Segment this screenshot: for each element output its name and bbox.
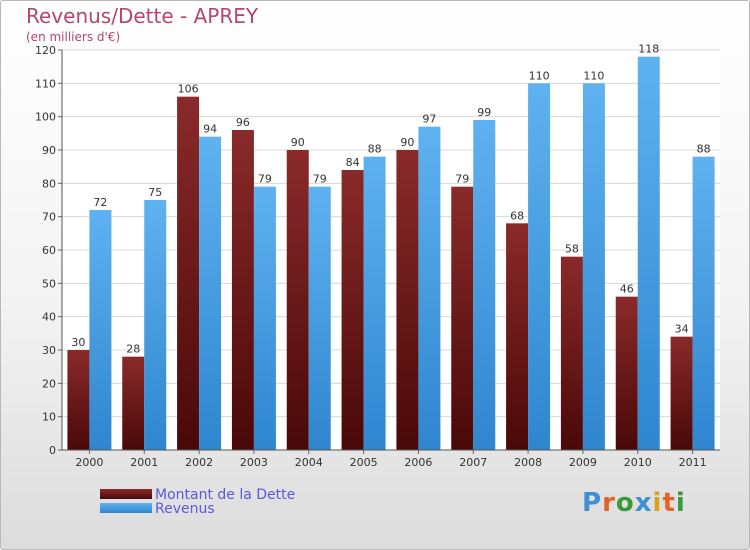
y-tick-label: 100 — [35, 111, 56, 124]
legend-swatch-revenue — [100, 503, 152, 513]
legend-label-debt: Montant de la Dette — [155, 487, 296, 503]
data-label-debt: 96 — [236, 116, 250, 129]
bar-revenue — [582, 83, 605, 450]
bar-revenue — [692, 156, 715, 450]
y-tick-label: 0 — [49, 444, 56, 457]
y-tick-label: 50 — [42, 277, 56, 290]
bar-debt — [122, 356, 145, 450]
bar-revenue — [473, 120, 496, 450]
data-label-revenue: 99 — [477, 106, 491, 119]
x-tick-label: 2006 — [404, 456, 432, 469]
data-label-revenue: 94 — [203, 123, 217, 136]
y-tick-label: 10 — [42, 411, 56, 424]
x-tick-label: 2004 — [295, 456, 323, 469]
x-tick-label: 2009 — [569, 456, 597, 469]
x-tick-label: 2008 — [514, 456, 542, 469]
bar-debt — [286, 150, 309, 450]
data-label-revenue: 88 — [368, 143, 382, 156]
bar-debt — [451, 186, 474, 450]
bar-debt — [341, 170, 364, 450]
y-tick-label: 110 — [35, 77, 56, 90]
x-tick-label: 2000 — [75, 456, 103, 469]
proxiti-logo: Proxiti — [582, 488, 686, 518]
data-label-revenue: 118 — [638, 43, 659, 56]
bar-debt — [506, 223, 529, 450]
data-label-debt: 90 — [291, 136, 305, 149]
bar-revenue — [253, 186, 276, 450]
data-label-debt: 58 — [565, 243, 579, 256]
data-label-debt: 30 — [71, 336, 85, 349]
x-tick-label: 2011 — [679, 456, 707, 469]
data-label-debt: 90 — [400, 136, 414, 149]
y-tick-label: 80 — [42, 177, 56, 190]
bar-revenue — [89, 210, 112, 450]
data-label-debt: 84 — [346, 156, 360, 169]
data-label-revenue: 79 — [258, 173, 272, 186]
bar-revenue — [528, 83, 551, 450]
data-label-revenue: 97 — [422, 113, 436, 126]
bar-revenue — [144, 200, 167, 450]
data-label-debt: 68 — [510, 209, 524, 222]
y-tick-label: 60 — [42, 244, 56, 257]
x-tick-label: 2007 — [459, 456, 487, 469]
bar-revenue — [199, 136, 222, 450]
data-label-revenue: 110 — [529, 69, 550, 82]
data-label-revenue: 72 — [93, 196, 107, 209]
data-label-debt: 106 — [178, 83, 199, 96]
chart-subtitle: (en milliers d'€) — [26, 30, 121, 44]
bar-revenue — [363, 156, 386, 450]
data-label-debt: 79 — [455, 173, 469, 186]
bar-debt — [615, 296, 638, 450]
y-tick-label: 70 — [42, 211, 56, 224]
data-label-revenue: 88 — [697, 143, 711, 156]
x-tick-label: 2005 — [350, 456, 378, 469]
data-label-debt: 46 — [620, 283, 634, 296]
chart-title: Revenus/Dette - APREY — [26, 4, 259, 28]
bar-debt — [670, 336, 693, 450]
x-tick-label: 2010 — [624, 456, 652, 469]
data-label-debt: 34 — [675, 323, 689, 336]
bar-debt — [560, 256, 583, 450]
x-tick-label: 2003 — [240, 456, 268, 469]
data-label-revenue: 79 — [313, 173, 327, 186]
y-tick-label: 20 — [42, 377, 56, 390]
y-tick-label: 30 — [42, 344, 56, 357]
bar-debt — [231, 130, 254, 450]
y-tick-label: 90 — [42, 144, 56, 157]
data-label-revenue: 75 — [148, 186, 162, 199]
bar-revenue — [308, 186, 331, 450]
x-tick-label: 2002 — [185, 456, 213, 469]
data-label-debt: 28 — [126, 343, 140, 356]
bar-revenue — [637, 56, 660, 451]
y-tick-label: 120 — [35, 44, 56, 57]
legend-label-revenue: Revenus — [155, 501, 215, 517]
bar-debt — [67, 350, 90, 450]
y-tick-label: 40 — [42, 311, 56, 324]
x-tick-label: 2001 — [130, 456, 158, 469]
data-label-revenue: 110 — [583, 69, 604, 82]
legend-swatch-debt — [100, 489, 152, 499]
bar-debt — [396, 150, 419, 450]
bar-debt — [177, 96, 200, 451]
bar-revenue — [418, 126, 441, 451]
